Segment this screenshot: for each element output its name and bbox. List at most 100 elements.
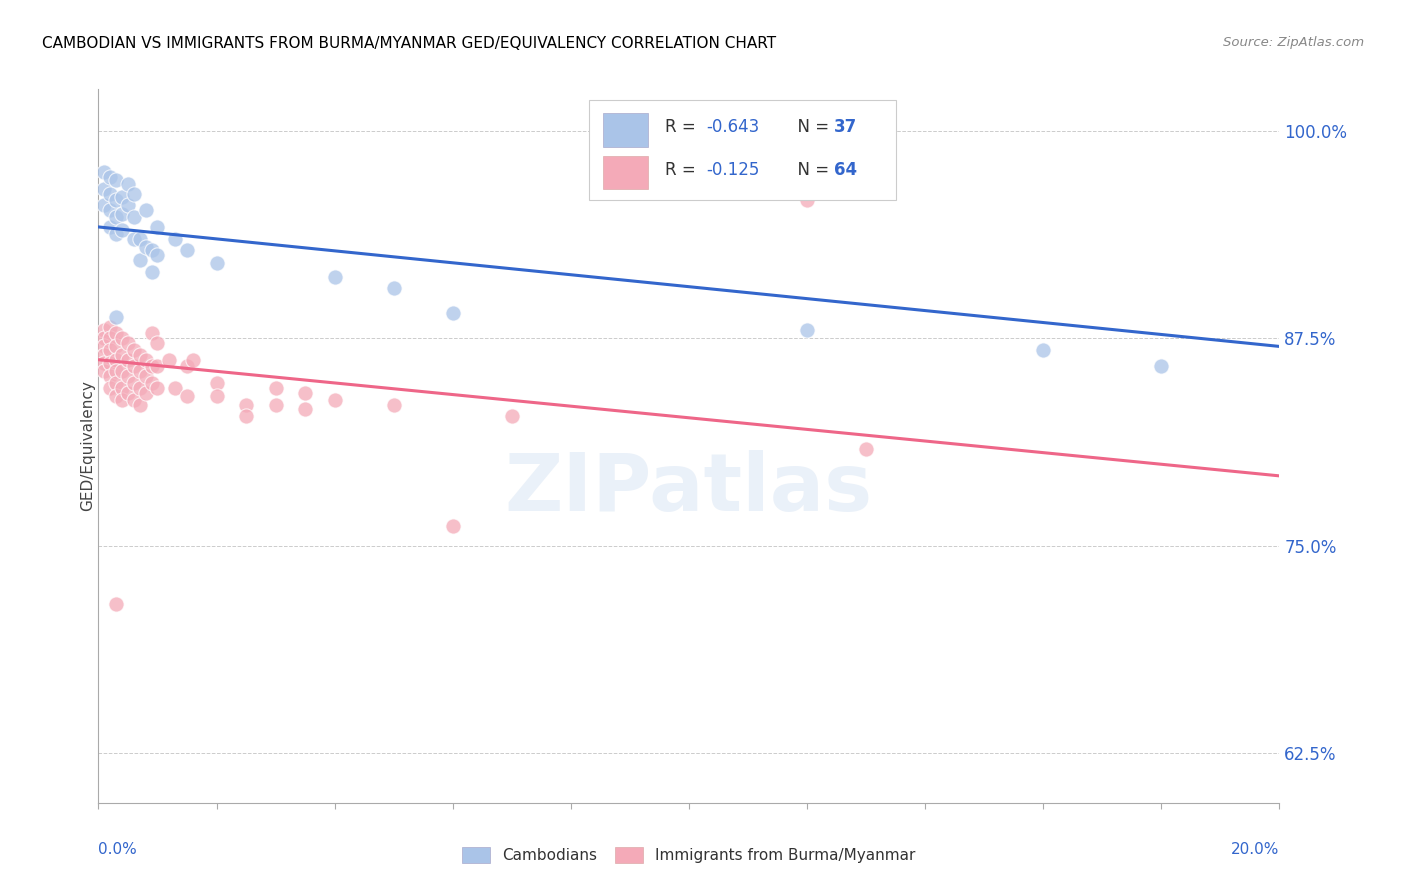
- Point: [105, 326, 128, 340]
- Point: [294, 402, 316, 417]
- Point: [382, 281, 405, 295]
- FancyBboxPatch shape: [589, 100, 896, 200]
- Point: [146, 248, 169, 262]
- Point: [264, 397, 287, 411]
- Point: [105, 310, 128, 324]
- Point: [111, 392, 134, 407]
- Point: [105, 389, 128, 403]
- Point: [105, 210, 128, 224]
- Text: 64: 64: [834, 161, 858, 178]
- Point: [176, 389, 198, 403]
- Point: [128, 231, 150, 245]
- Text: ZIPatlas: ZIPatlas: [505, 450, 873, 528]
- Point: [135, 385, 157, 400]
- Point: [111, 207, 134, 221]
- Point: [105, 339, 128, 353]
- Text: Source: ZipAtlas.com: Source: ZipAtlas.com: [1223, 36, 1364, 49]
- Point: [98, 170, 121, 185]
- Point: [796, 194, 818, 208]
- Point: [117, 336, 139, 351]
- Point: [105, 352, 128, 367]
- Point: [235, 409, 257, 424]
- Point: [146, 381, 169, 395]
- Point: [98, 356, 121, 370]
- Point: [105, 364, 128, 378]
- Text: 37: 37: [834, 118, 858, 136]
- Point: [93, 182, 115, 196]
- Point: [157, 352, 180, 367]
- Point: [105, 376, 128, 390]
- Point: [117, 385, 139, 400]
- Text: N =: N =: [787, 161, 834, 178]
- Text: R =: R =: [665, 161, 702, 178]
- Point: [98, 319, 121, 334]
- Point: [128, 397, 150, 411]
- Point: [165, 381, 187, 395]
- Point: [382, 397, 405, 411]
- Point: [93, 331, 115, 345]
- Point: [135, 240, 157, 254]
- Point: [501, 409, 523, 424]
- Point: [122, 186, 145, 201]
- Point: [176, 359, 198, 374]
- FancyBboxPatch shape: [603, 156, 648, 189]
- Point: [98, 203, 121, 218]
- Point: [98, 219, 121, 234]
- Point: [135, 352, 157, 367]
- Point: [165, 231, 187, 245]
- Point: [264, 381, 287, 395]
- Point: [323, 392, 346, 407]
- Point: [105, 227, 128, 241]
- Point: [146, 359, 169, 374]
- Point: [111, 331, 134, 345]
- Point: [122, 359, 145, 374]
- Point: [176, 243, 198, 257]
- Point: [117, 198, 139, 212]
- Point: [117, 369, 139, 384]
- Point: [98, 381, 121, 395]
- Point: [128, 381, 150, 395]
- Point: [128, 364, 150, 378]
- Point: [122, 392, 145, 407]
- Point: [128, 348, 150, 362]
- Text: 0.0%: 0.0%: [98, 842, 138, 857]
- Point: [117, 352, 139, 367]
- Point: [135, 369, 157, 384]
- Point: [135, 203, 157, 218]
- Point: [181, 352, 204, 367]
- Point: [117, 177, 139, 191]
- Point: [141, 243, 163, 257]
- Text: 20.0%: 20.0%: [1232, 842, 1279, 857]
- Point: [441, 306, 464, 320]
- Point: [141, 265, 163, 279]
- Point: [111, 381, 134, 395]
- Point: [111, 348, 134, 362]
- Point: [323, 269, 346, 284]
- Text: N =: N =: [787, 118, 834, 136]
- Point: [205, 389, 228, 403]
- Point: [98, 331, 121, 345]
- Point: [111, 223, 134, 237]
- Point: [128, 253, 150, 268]
- Point: [122, 231, 145, 245]
- Point: [98, 186, 121, 201]
- Legend: Cambodians, Immigrants from Burma/Myanmar: Cambodians, Immigrants from Burma/Myanma…: [463, 847, 915, 863]
- Point: [98, 343, 121, 357]
- Point: [141, 326, 163, 340]
- Point: [141, 359, 163, 374]
- Point: [141, 376, 163, 390]
- Point: [1150, 359, 1173, 374]
- Point: [93, 356, 115, 370]
- Point: [122, 210, 145, 224]
- Text: CAMBODIAN VS IMMIGRANTS FROM BURMA/MYANMAR GED/EQUIVALENCY CORRELATION CHART: CAMBODIAN VS IMMIGRANTS FROM BURMA/MYANM…: [42, 36, 776, 51]
- Point: [93, 348, 115, 362]
- Point: [294, 385, 316, 400]
- Point: [93, 323, 115, 337]
- Point: [235, 397, 257, 411]
- Point: [93, 198, 115, 212]
- Point: [1032, 343, 1054, 357]
- FancyBboxPatch shape: [603, 113, 648, 146]
- Point: [93, 165, 115, 179]
- Point: [796, 323, 818, 337]
- Point: [111, 190, 134, 204]
